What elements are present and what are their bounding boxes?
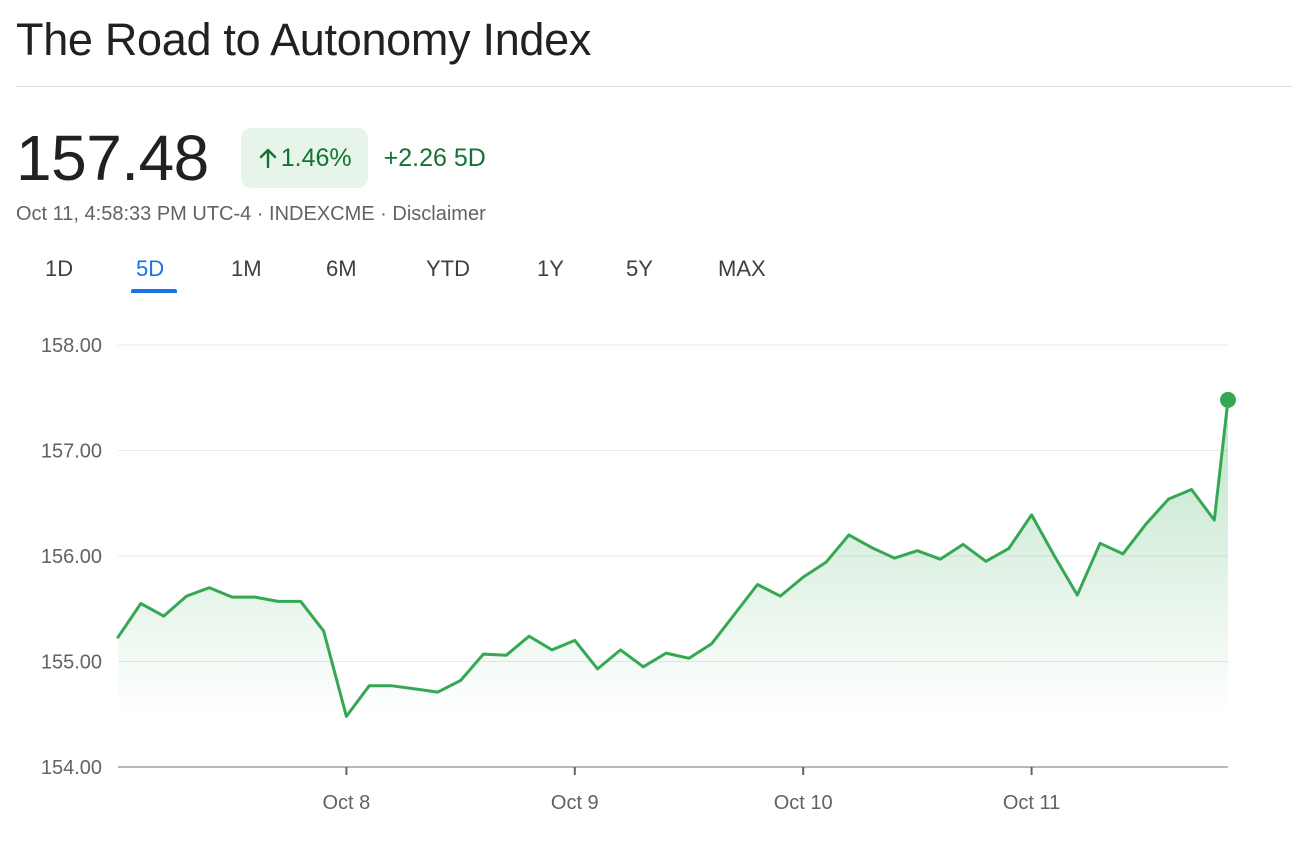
quote-summary: 157.48 1.46% +2.26 5D xyxy=(16,118,486,198)
x-tick-label: Oct 10 xyxy=(774,792,833,814)
arrow-up-icon xyxy=(259,148,277,168)
tab-6m[interactable]: 6M xyxy=(326,256,357,281)
tab-5d[interactable]: 5D xyxy=(136,256,165,281)
y-tick-label: 156.00 xyxy=(41,546,102,568)
x-tick-label: Oct 11 xyxy=(1003,792,1060,814)
tab-ytd[interactable]: YTD xyxy=(426,256,470,281)
area-fill xyxy=(118,399,1228,717)
quote-meta: Oct 11, 4:58:33 PM UTC-4 · INDEXCME · Di… xyxy=(16,203,486,225)
absolute-change: +2.26 5D xyxy=(383,143,486,172)
y-tick-label: 154.00 xyxy=(41,757,102,779)
percent-change-badge: 1.46% xyxy=(240,128,368,188)
page-title: The Road to Autonomy Index xyxy=(16,14,592,65)
tab-max[interactable]: MAX xyxy=(718,256,766,281)
percent-change-value: 1.46% xyxy=(280,143,352,172)
tab-1y[interactable]: 1Y xyxy=(537,256,564,281)
y-tick-label: 155.00 xyxy=(41,652,102,674)
tab-1d[interactable]: 1D xyxy=(45,256,74,281)
range-tabs: 1D 5D 1M 6M YTD 1Y 5Y MAX xyxy=(0,252,800,293)
x-tick-label: Oct 8 xyxy=(322,792,370,814)
last-price-point xyxy=(1220,391,1236,408)
tab-5y[interactable]: 5Y xyxy=(626,256,653,281)
x-tick-label: Oct 9 xyxy=(551,792,599,814)
current-price: 157.48 xyxy=(16,122,209,194)
price-line xyxy=(116,398,1230,718)
y-tick-label: 158.00 xyxy=(41,335,102,357)
active-tab-indicator xyxy=(131,289,177,293)
y-tick-label: 157.00 xyxy=(41,441,102,463)
divider xyxy=(16,86,1292,87)
tab-1m[interactable]: 1M xyxy=(231,256,262,281)
